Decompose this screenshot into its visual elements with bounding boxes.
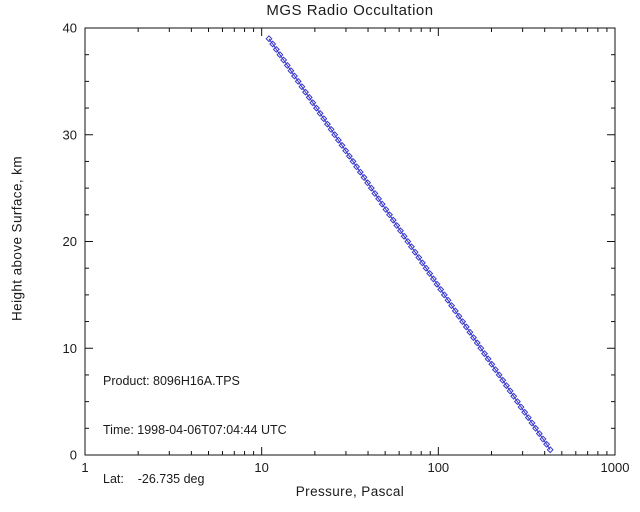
- data-marker: [378, 200, 386, 208]
- data-marker: [280, 56, 288, 64]
- data-marker: [411, 248, 419, 256]
- data-marker: [338, 141, 346, 149]
- svg-text:30: 30: [63, 127, 77, 142]
- data-marker: [290, 72, 299, 80]
- data-marker: [396, 227, 405, 235]
- annotation-block: Product: 8096H16A.TPS Time: 1998-04-06T0…: [103, 340, 287, 512]
- data-marker: [287, 67, 295, 75]
- data-marker: [437, 285, 445, 294]
- data-marker: [272, 45, 280, 53]
- data-marker: [491, 366, 499, 374]
- svg-text:10: 10: [63, 341, 77, 356]
- data-marker: [309, 99, 317, 107]
- data-marker: [334, 136, 342, 144]
- annotation-line-product: Product: 8096H16A.TPS: [103, 373, 240, 388]
- svg-text:100: 100: [427, 460, 449, 475]
- data-marker: [451, 307, 459, 315]
- annotation-line-time: Time: 1998-04-06T07:04:44 UTC: [103, 423, 287, 438]
- svg-text:20: 20: [63, 234, 77, 249]
- data-marker: [349, 157, 357, 165]
- data-marker: [382, 205, 390, 214]
- data-marker: [418, 259, 426, 267]
- data-marker: [524, 414, 532, 422]
- data-marker: [510, 392, 518, 400]
- chart-title: MGS Radio Occultation: [266, 2, 434, 19]
- data-marker: [323, 120, 331, 128]
- data-marker: [502, 382, 510, 390]
- data-marker: [404, 237, 412, 246]
- data-marker: [521, 408, 529, 416]
- data-marker: [360, 173, 368, 182]
- data-marker: [269, 40, 277, 48]
- svg-text:1: 1: [81, 460, 88, 475]
- data-marker: [316, 109, 324, 117]
- data-marker: [484, 355, 492, 363]
- data-marker: [294, 77, 302, 85]
- data-marker: [440, 291, 448, 299]
- data-marker: [426, 269, 434, 278]
- data-marker: [371, 189, 379, 198]
- data-marker: [506, 387, 514, 395]
- data-marker: [400, 232, 408, 240]
- data-marker: [495, 371, 503, 379]
- svg-text:0: 0: [70, 448, 77, 463]
- data-marker: [364, 179, 372, 187]
- data-marker: [462, 323, 470, 331]
- data-marker: [517, 403, 525, 411]
- data-marker: [459, 318, 467, 326]
- data-marker: [448, 302, 456, 310]
- data-marker: [429, 275, 437, 283]
- data-marker: [375, 195, 383, 203]
- data-marker: [353, 163, 361, 171]
- data-marker: [528, 419, 536, 427]
- data-marker: [488, 360, 496, 368]
- data-marker: [477, 344, 485, 352]
- data-marker: [546, 446, 554, 454]
- data-marker: [444, 296, 452, 304]
- data-marker: [312, 104, 321, 112]
- data-marker: [407, 243, 415, 251]
- data-marker: [539, 435, 547, 443]
- data-marker: [469, 334, 478, 342]
- x-axis-label: Pressure, Pascal: [295, 484, 405, 499]
- annotation-line-lat: Lat: -26.735 deg: [103, 472, 205, 487]
- data-marker: [422, 264, 430, 272]
- data-marker: [389, 216, 397, 224]
- data-marker: [415, 253, 423, 262]
- data-marker: [535, 430, 543, 438]
- data-marker: [298, 83, 306, 91]
- data-marker: [276, 51, 284, 59]
- data-marker: [320, 115, 328, 123]
- data-marker: [433, 280, 441, 288]
- data-marker: [532, 424, 540, 432]
- data-marker: [305, 93, 313, 101]
- data-marker: [367, 184, 375, 192]
- data-marker: [393, 221, 401, 230]
- data-marker: [301, 88, 310, 96]
- data-marker: [499, 376, 507, 384]
- data-marker: [331, 131, 339, 139]
- data-marker: [345, 152, 353, 160]
- data-marker: [543, 440, 551, 448]
- svg-text:40: 40: [63, 21, 77, 36]
- data-marker: [473, 339, 481, 347]
- data-marker: [342, 147, 350, 155]
- svg-text:10: 10: [254, 460, 268, 475]
- data-marker: [455, 312, 463, 320]
- data-marker: [283, 61, 291, 69]
- y-axis-label: Height above Surface, km: [9, 156, 25, 321]
- data-marker: [265, 35, 273, 43]
- data-marker: [327, 125, 335, 133]
- data-marker: [480, 350, 489, 358]
- data-marker: [466, 328, 474, 336]
- data-marker: [356, 168, 364, 176]
- svg-text:1000: 1000: [601, 460, 630, 475]
- data-marker: [513, 398, 521, 406]
- data-marker: [385, 211, 394, 219]
